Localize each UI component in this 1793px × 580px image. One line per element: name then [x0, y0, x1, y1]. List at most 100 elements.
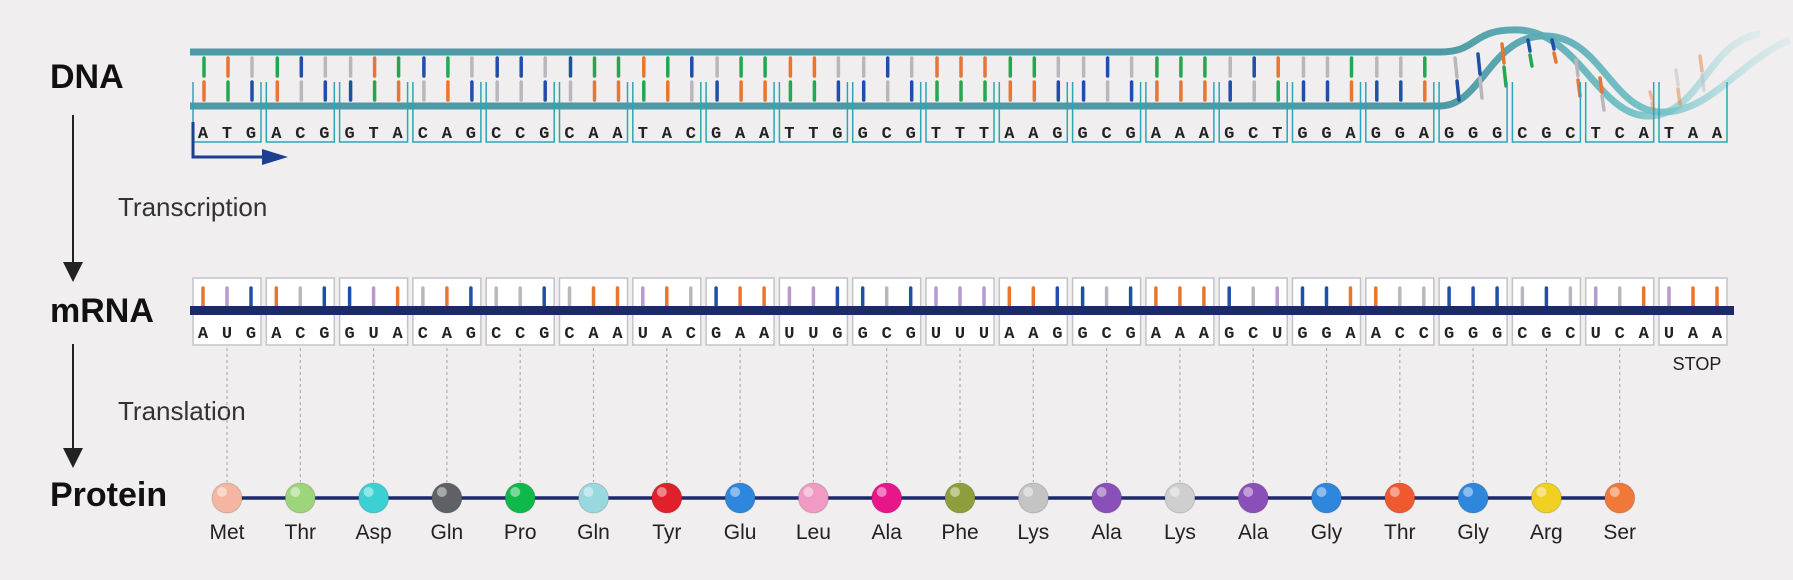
dna-helix-base [1698, 54, 1704, 73]
dna-base-letter: C [1565, 125, 1575, 144]
amino-acid-highlight [1536, 487, 1547, 497]
mrna-base-letter: G [1224, 325, 1234, 344]
dna-codon-box [1658, 82, 1728, 143]
dna-codon-box [338, 82, 409, 143]
dna-base-letter: T [368, 125, 378, 144]
dna-codon-box [1071, 82, 1142, 143]
amino-acid-highlight [1389, 487, 1400, 497]
amino-acid-bead [504, 482, 536, 514]
dna-base-letter: G [1224, 125, 1234, 144]
mrna-base-letter: A [271, 325, 282, 344]
amino-acid-label: Gly [1457, 521, 1489, 544]
dna-base-letter: G [466, 125, 476, 144]
dna-base-letter: A [1712, 125, 1723, 144]
amino-acid-bead [1237, 482, 1269, 514]
dna-helix-base [1700, 73, 1706, 92]
dna-codon-box [412, 82, 482, 143]
dna-codon-box [1291, 82, 1362, 143]
mrna-base-letter: G [1444, 325, 1454, 344]
mrna-base-letter: A [198, 325, 209, 344]
dna-base-letter: T [808, 125, 818, 144]
dna-base-letter: G [1077, 125, 1087, 144]
dna-base-letter: T [1272, 125, 1282, 144]
dna-codon-box [1584, 82, 1655, 143]
amino-acid-bead [1164, 482, 1196, 514]
amino-acid-bead [1530, 482, 1562, 514]
mrna-base-letter: A [662, 325, 673, 344]
amino-acid-bead [358, 482, 390, 514]
amino-acid-bead [651, 482, 683, 514]
dna-codon-box [192, 82, 262, 143]
amino-acid-highlight [290, 487, 301, 497]
amino-acid-label: Asp [356, 521, 392, 544]
amino-acid-label: Glu [724, 521, 757, 544]
dna-base-letter: A [1199, 125, 1210, 144]
dna-base-letter: C [564, 125, 574, 144]
dna-codon-box [558, 82, 629, 143]
dna-base-letter: G [832, 125, 842, 144]
dna-base-letter: A [392, 125, 403, 144]
mrna-base-letter: G [1297, 325, 1307, 344]
dna-helix-base [1502, 65, 1508, 88]
amino-acid-highlight [1463, 487, 1474, 497]
amino-acid-bead [797, 482, 829, 514]
amino-acid-bead [284, 482, 316, 514]
mrna-base-letter: C [882, 325, 892, 344]
mrna-base-letter: A [1151, 325, 1162, 344]
dna-base-letter: A [1639, 125, 1650, 144]
amino-acid-label: Gln [577, 521, 610, 544]
dna-helix-base [1453, 56, 1459, 79]
mrna-base-letter: A [1199, 325, 1210, 344]
mrna-base-letter: G [1468, 325, 1478, 344]
dna-base-letter: C [1248, 125, 1258, 144]
dna-helix-base [1500, 42, 1506, 65]
amino-acid-label: Lys [1017, 521, 1049, 544]
amino-acid-highlight [363, 487, 374, 497]
amino-acid-highlight [876, 487, 887, 497]
dna-base-letter: G [319, 125, 329, 144]
transcription-label: Transcription [118, 192, 268, 222]
mrna-base-letter: C [1615, 325, 1625, 344]
amino-acid-bead [1091, 482, 1123, 514]
dna-base-letter: C [882, 125, 892, 144]
amino-acid-bead [724, 482, 756, 514]
protein-chain-group: Met Thr Asp Gln Pro Gln Tyr Glu Leu Ala Phe Lys Ala L… [209, 348, 1636, 544]
start-arrow-head [262, 149, 288, 165]
dna-base-letter: A [1151, 125, 1162, 144]
dna-helix-base [1476, 52, 1482, 76]
amino-acid-bead [578, 482, 609, 514]
mrna-base-letter: C [515, 325, 525, 344]
dna-helix-base [1528, 53, 1534, 68]
dna-base-letter: G [1444, 125, 1454, 144]
mrna-base-letter: U [1664, 325, 1674, 344]
dna-base-letter: T [784, 125, 794, 144]
amino-acid-label: Ala [1238, 521, 1269, 544]
amino-acid-highlight [1316, 487, 1327, 497]
mrna-base-letter: A [1175, 325, 1186, 344]
mrna-base-letter: G [832, 325, 842, 344]
mrna-base-letter: C [564, 325, 574, 344]
mrna-base-letter: G [1321, 325, 1331, 344]
dna-codon-box [925, 82, 995, 143]
mrna-base-letter: U [979, 325, 989, 344]
amino-acid-highlight [217, 487, 227, 497]
dna-helix-base [1552, 51, 1558, 64]
dna-label: DNA [50, 58, 124, 96]
mrna-codon-box [998, 313, 1069, 346]
dna-base-letter: G [344, 125, 354, 144]
dna-base-letter: C [1101, 125, 1111, 144]
amino-acid-highlight [583, 487, 594, 497]
mrna-base-letter: C [1101, 325, 1111, 344]
amino-acid-highlight [730, 487, 741, 497]
dna-base-letter: A [1004, 125, 1015, 144]
dna-helix-base [1674, 68, 1680, 87]
mrna-base-letter: A [1028, 325, 1039, 344]
mrna-codon-box [925, 313, 995, 346]
dna-helix-base [1598, 76, 1604, 94]
mrna-base-letter: G [1125, 325, 1135, 344]
dna-base-letter: G [246, 125, 256, 144]
stop-codon-label: STOP [1673, 354, 1722, 374]
mrna-base-letter: U [222, 325, 232, 344]
